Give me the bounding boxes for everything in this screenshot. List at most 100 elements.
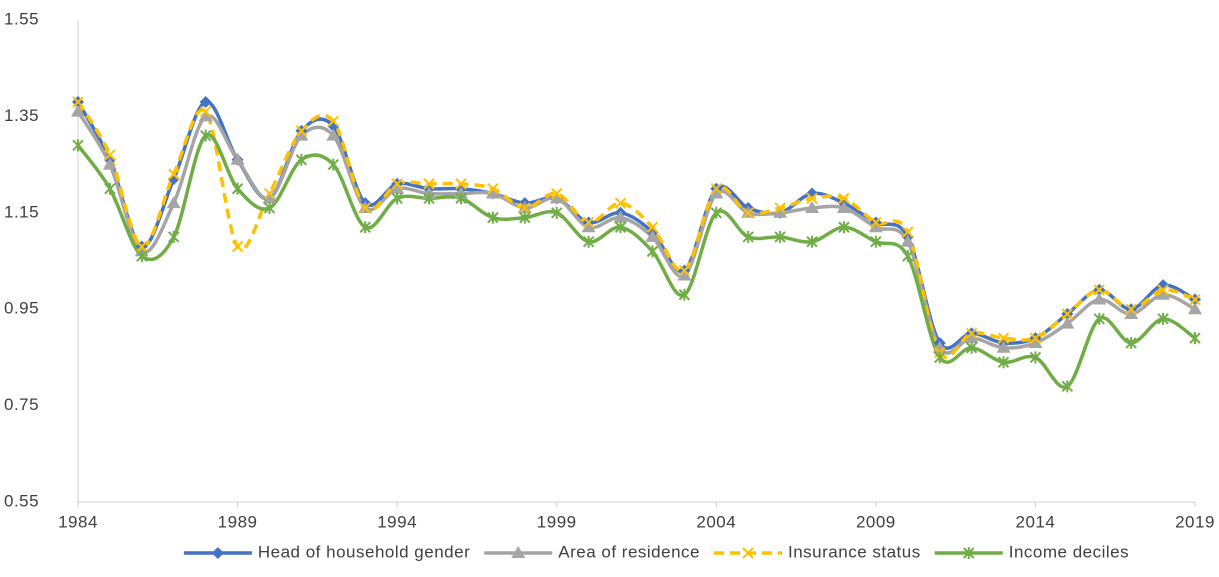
legend-label: Head of household gender xyxy=(258,542,470,561)
marker xyxy=(1092,292,1107,305)
marker xyxy=(710,206,722,219)
marker xyxy=(455,178,467,190)
marker xyxy=(1188,302,1202,315)
series-line xyxy=(76,110,1196,355)
marker xyxy=(391,178,403,190)
marker xyxy=(805,200,820,213)
marker xyxy=(326,128,341,141)
marker xyxy=(295,125,308,137)
marker xyxy=(646,245,659,258)
marker xyxy=(806,192,818,205)
legend-label: Income deciles xyxy=(1009,542,1129,561)
series-line xyxy=(76,101,1196,359)
marker xyxy=(1060,316,1075,329)
y-tick-label: 1.15 xyxy=(4,202,39,221)
marker xyxy=(104,182,116,195)
marker xyxy=(1156,287,1171,300)
marker xyxy=(742,230,754,243)
marker xyxy=(964,331,979,344)
marker xyxy=(1093,284,1105,296)
marker xyxy=(836,200,851,213)
marker xyxy=(263,201,276,214)
marker xyxy=(965,341,978,354)
y-tick-label: 0.55 xyxy=(4,491,39,510)
marker xyxy=(645,229,660,242)
marker xyxy=(997,332,1010,344)
marker xyxy=(71,104,85,117)
marker xyxy=(230,152,245,165)
marker xyxy=(136,240,148,253)
marker xyxy=(294,128,309,141)
marker xyxy=(199,95,212,108)
marker xyxy=(519,211,531,224)
marker xyxy=(511,546,526,558)
marker xyxy=(1189,332,1201,345)
legend-label: Insurance status xyxy=(788,542,921,561)
marker xyxy=(582,216,595,229)
legend-item: Head of household gender xyxy=(183,542,470,561)
marker xyxy=(72,139,84,152)
marker xyxy=(1125,303,1137,315)
marker xyxy=(742,207,754,219)
marker xyxy=(710,182,722,195)
marker xyxy=(198,109,213,122)
marker xyxy=(1093,312,1105,325)
marker xyxy=(963,547,975,559)
marker xyxy=(965,327,978,340)
marker xyxy=(582,235,595,248)
marker xyxy=(677,268,692,281)
legend-item: Income deciles xyxy=(934,542,1129,561)
marker xyxy=(870,216,882,229)
y-tick-label: 0.95 xyxy=(4,299,39,318)
marker xyxy=(423,192,435,205)
marker xyxy=(709,186,724,199)
marker xyxy=(678,288,691,301)
marker xyxy=(1061,380,1074,393)
marker xyxy=(646,221,659,233)
x-tick-label: 2004 xyxy=(696,512,736,531)
marker xyxy=(838,192,850,205)
marker xyxy=(72,96,84,108)
marker xyxy=(455,192,467,205)
marker xyxy=(997,356,1010,369)
marker xyxy=(614,197,627,209)
marker xyxy=(549,191,564,204)
marker xyxy=(168,168,180,180)
marker xyxy=(902,226,914,238)
x-tick-label: 1984 xyxy=(58,512,98,531)
marker xyxy=(199,129,212,142)
marker xyxy=(581,220,596,233)
legend-item: Insurance status xyxy=(714,542,921,561)
marker xyxy=(231,182,244,195)
y-tick-label: 0.75 xyxy=(4,395,39,414)
marker xyxy=(263,187,276,200)
marker xyxy=(104,149,116,161)
marker xyxy=(487,182,499,195)
marker xyxy=(168,230,180,243)
marker xyxy=(1157,284,1169,296)
marker xyxy=(102,157,117,170)
legend-item: Area of residence xyxy=(484,542,700,561)
marker xyxy=(678,264,691,277)
marker xyxy=(485,186,500,199)
marker xyxy=(1189,293,1201,306)
marker xyxy=(390,181,405,194)
marker xyxy=(1029,332,1042,344)
marker xyxy=(774,230,786,243)
marker xyxy=(359,202,371,214)
marker xyxy=(996,340,1011,353)
marker xyxy=(806,235,818,248)
marker xyxy=(742,547,754,559)
marker xyxy=(487,211,499,224)
marker xyxy=(166,196,181,209)
marker xyxy=(211,547,224,559)
y-tick-label: 1.55 xyxy=(4,9,39,28)
x-tick-label: 1989 xyxy=(218,512,258,531)
marker xyxy=(1061,308,1074,320)
marker xyxy=(868,220,883,233)
marker xyxy=(870,235,882,248)
x-tick-label: 2014 xyxy=(1016,512,1056,531)
legend-label: Area of residence xyxy=(558,542,700,561)
marker xyxy=(391,192,403,205)
